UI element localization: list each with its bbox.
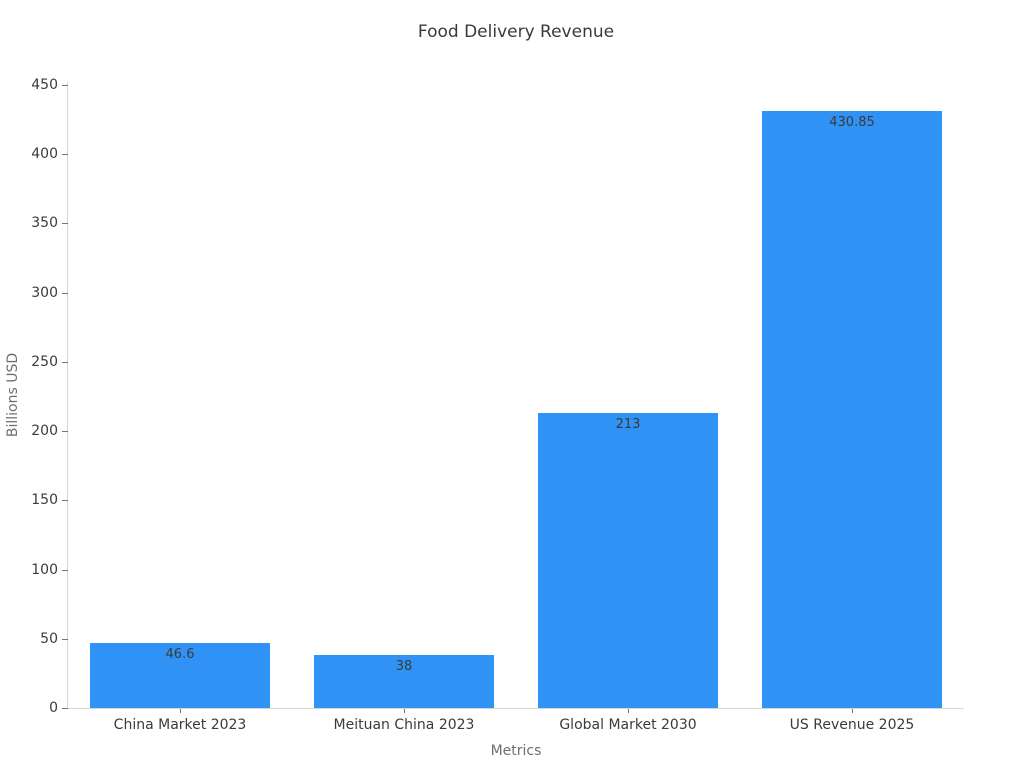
y-tick-label: 0 — [49, 700, 58, 716]
x-tick-label: Meituan China 2023 — [333, 717, 475, 733]
x-tick-mark — [180, 709, 181, 713]
y-tick-mark — [62, 500, 68, 501]
x-tick-mark — [404, 709, 405, 713]
bar-value-label: 46.6 — [165, 647, 195, 662]
y-tick-label: 450 — [31, 77, 58, 93]
y-tick-label: 50 — [40, 631, 58, 647]
y-tick-mark — [62, 223, 68, 224]
y-tick-label: 250 — [31, 354, 58, 370]
y-tick-mark — [62, 639, 68, 640]
x-axis-label: Metrics — [490, 743, 542, 759]
y-tick-label: 350 — [31, 215, 58, 231]
y-tick-mark — [62, 708, 68, 709]
y-tick-mark — [62, 85, 68, 86]
y-tick-label: 150 — [31, 492, 58, 508]
y-tick-label: 300 — [31, 285, 58, 301]
y-tick-label: 200 — [31, 423, 58, 439]
x-tick-label: US Revenue 2025 — [789, 717, 915, 733]
bar-value-label: 430.85 — [829, 115, 875, 130]
y-tick-mark — [62, 570, 68, 571]
bar-value-label: 213 — [615, 417, 641, 432]
x-tick-mark — [628, 709, 629, 713]
x-tick-label: China Market 2023 — [113, 717, 247, 733]
bar — [538, 413, 718, 708]
bar-value-label: 38 — [395, 659, 413, 674]
chart-title: Food Delivery Revenue — [417, 22, 615, 42]
bar — [314, 655, 494, 708]
y-tick-mark — [62, 154, 68, 155]
y-tick-label: 400 — [31, 146, 58, 162]
x-tick-mark — [852, 709, 853, 713]
y-tick-mark — [62, 293, 68, 294]
bar — [762, 111, 942, 708]
y-tick-mark — [62, 431, 68, 432]
y-tick-mark — [62, 362, 68, 363]
bar — [90, 643, 270, 708]
y-axis-line — [67, 82, 68, 708]
x-tick-label: Global Market 2030 — [559, 717, 697, 733]
x-axis-line — [68, 708, 964, 709]
y-tick-label: 100 — [31, 562, 58, 578]
